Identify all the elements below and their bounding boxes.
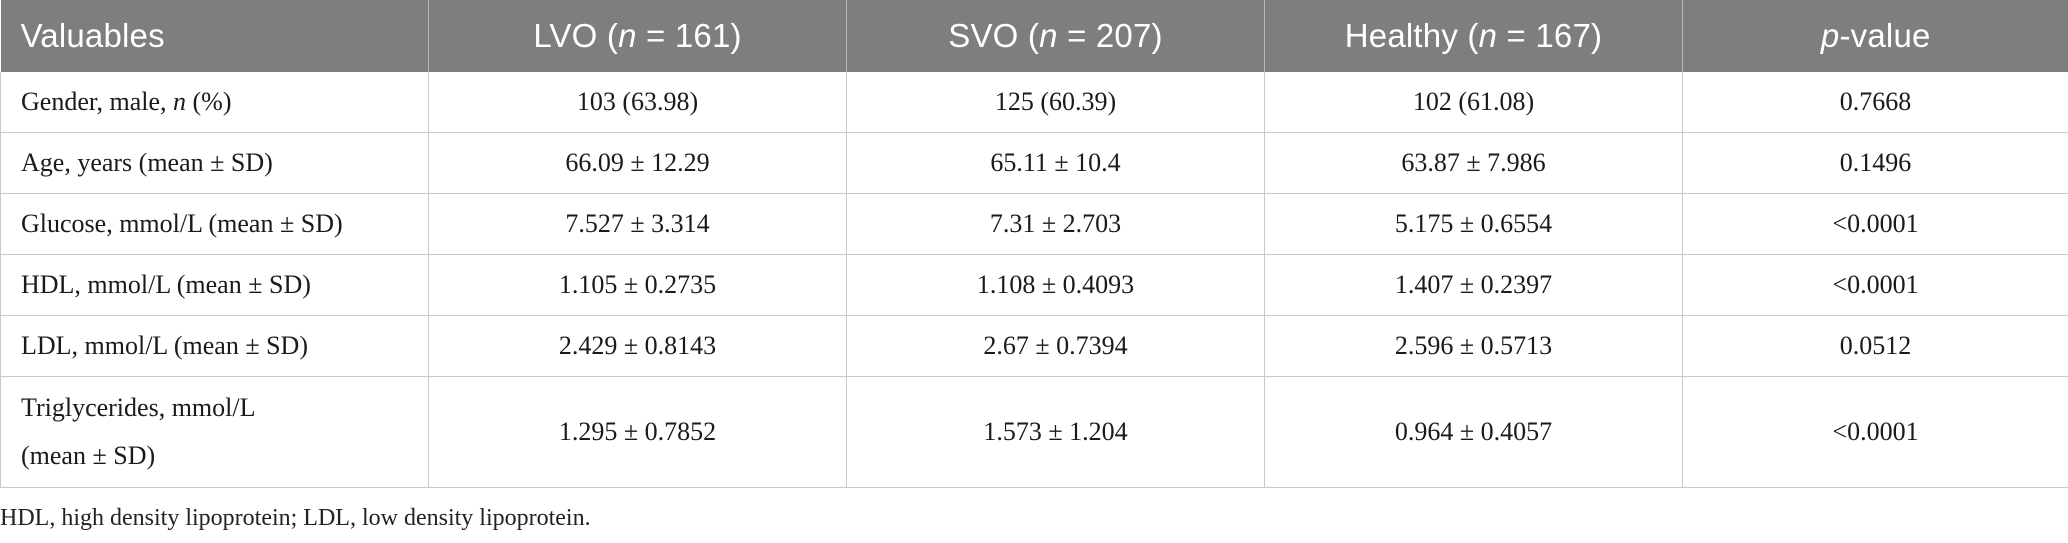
cell-p-value: 0.7668 bbox=[1682, 72, 2068, 133]
table-row-triglycerides: Triglycerides, mmol/L (mean ± SD) 1.295 ±… bbox=[0, 376, 2068, 488]
row-label: HDL, mmol/L (mean ± SD) bbox=[0, 254, 429, 316]
cell-svo: 1.573 ± 1.204 bbox=[846, 376, 1265, 488]
row-label: Glucose, mmol/L (mean ± SD) bbox=[0, 193, 429, 255]
cell-svo: 125 (60.39) bbox=[846, 72, 1265, 133]
cell-lvo: 2.429 ± 0.8143 bbox=[428, 315, 847, 377]
cell-svo: 7.31 ± 2.703 bbox=[846, 193, 1265, 255]
header-lvo: LVO (n = 161) bbox=[428, 0, 847, 72]
cell-svo: 65.11 ± 10.4 bbox=[846, 132, 1265, 194]
cell-p-value: <0.0001 bbox=[1682, 376, 2068, 488]
header-row: Valuables LVO (n = 161) SVO (n = 207) He… bbox=[0, 0, 2068, 72]
cell-p-value: 0.1496 bbox=[1682, 132, 2068, 194]
header-svo: SVO (n = 207) bbox=[846, 0, 1265, 72]
table-container: Valuables LVO (n = 161) SVO (n = 207) He… bbox=[0, 0, 2068, 488]
cell-lvo: 1.295 ± 0.7852 bbox=[428, 376, 847, 488]
table-footnote: HDL, high density lipoprotein; LDL, low … bbox=[0, 505, 591, 531]
header-variables: Valuables bbox=[0, 0, 429, 72]
cell-healthy: 63.87 ± 7.986 bbox=[1264, 132, 1683, 194]
cell-svo: 2.67 ± 0.7394 bbox=[846, 315, 1265, 377]
row-label: Age, years (mean ± SD) bbox=[0, 132, 429, 194]
table-row-ldl: LDL, mmol/L (mean ± SD) 2.429 ± 0.8143 2… bbox=[0, 315, 2068, 377]
row-label: LDL, mmol/L (mean ± SD) bbox=[0, 315, 429, 377]
header-healthy: Healthy (n = 167) bbox=[1264, 0, 1683, 72]
cell-healthy: 0.964 ± 0.4057 bbox=[1264, 376, 1683, 488]
header-p-value: p-value bbox=[1682, 0, 2068, 72]
table-row-hdl: HDL, mmol/L (mean ± SD) 1.105 ± 0.2735 1… bbox=[0, 254, 2068, 316]
cell-p-value: 0.0512 bbox=[1682, 315, 2068, 377]
cell-lvo: 7.527 ± 3.314 bbox=[428, 193, 847, 255]
row-label: Triglycerides, mmol/L (mean ± SD) bbox=[0, 376, 429, 488]
cell-healthy: 102 (61.08) bbox=[1264, 72, 1683, 133]
table-row-age: Age, years (mean ± SD) 66.09 ± 12.29 65.… bbox=[0, 132, 2068, 194]
cell-lvo: 103 (63.98) bbox=[428, 72, 847, 133]
table-row-gender: Gender, male, n (%) 103 (63.98) 125 (60.… bbox=[0, 72, 2068, 133]
data-table: Valuables LVO (n = 161) SVO (n = 207) He… bbox=[0, 0, 2068, 488]
cell-healthy: 5.175 ± 0.6554 bbox=[1264, 193, 1683, 255]
cell-healthy: 1.407 ± 0.2397 bbox=[1264, 254, 1683, 316]
cell-lvo: 1.105 ± 0.2735 bbox=[428, 254, 847, 316]
cell-p-value: <0.0001 bbox=[1682, 254, 2068, 316]
cell-svo: 1.108 ± 0.4093 bbox=[846, 254, 1265, 316]
cell-lvo: 66.09 ± 12.29 bbox=[428, 132, 847, 194]
cell-healthy: 2.596 ± 0.5713 bbox=[1264, 315, 1683, 377]
row-label: Gender, male, n (%) bbox=[0, 72, 429, 133]
cell-p-value: <0.0001 bbox=[1682, 193, 2068, 255]
table-row-glucose: Glucose, mmol/L (mean ± SD) 7.527 ± 3.31… bbox=[0, 193, 2068, 255]
